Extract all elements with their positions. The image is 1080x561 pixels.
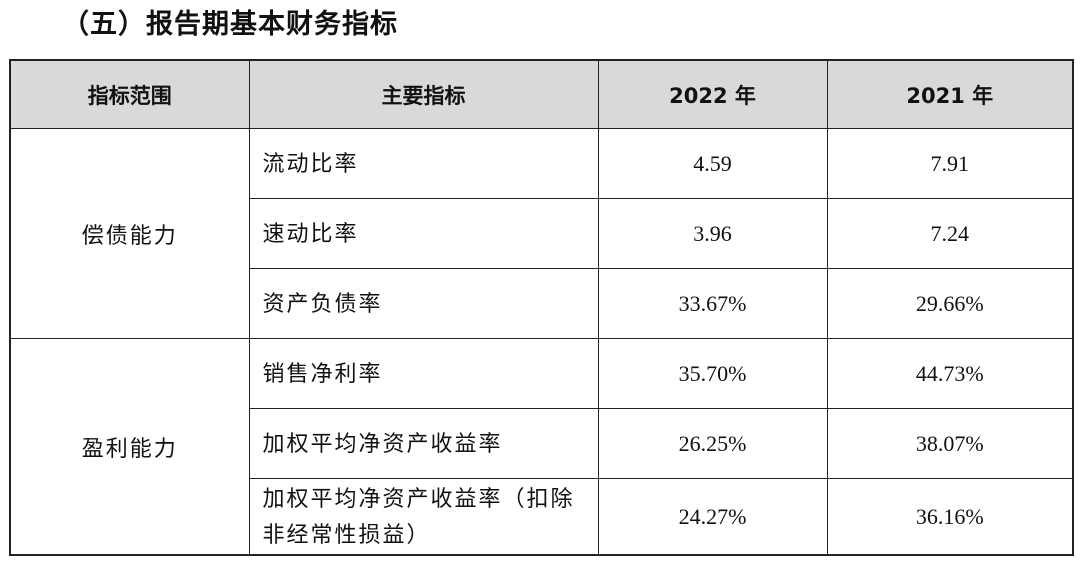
- value-cell: 35.70%: [597, 338, 828, 409]
- indicator-name: 速动比率: [262, 220, 359, 246]
- indicator-name: 销售净利率: [262, 360, 383, 386]
- header-row: 指标范围 主要指标 2022 年 2021 年: [9, 59, 1074, 129]
- table-row: 偿债能力 流动比率 4.59 7.91: [9, 128, 1074, 339]
- value-cell: 29.66%: [826, 268, 1074, 339]
- table-row: 速动比率 3.96 7.24: [10, 198, 1074, 269]
- indicator-cell: 流动比率: [248, 128, 599, 199]
- indicator-cell: 销售净利率: [248, 338, 599, 409]
- value-cell: 7.24: [826, 198, 1074, 269]
- indicator-name: 资产负债率: [262, 290, 383, 316]
- value-cell: 7.91: [826, 128, 1074, 199]
- indicator-name: 流动比率: [262, 150, 359, 176]
- financial-table: 指标范围 主要指标 2022 年 2021 年 偿债能力 流动比率 4.59 7.91 速动比…: [9, 59, 1074, 556]
- indicator-cell: 资产负债率: [248, 268, 599, 339]
- table-row: 加权平均净资产收益率 26.25% 38.07%: [10, 408, 1074, 479]
- header-cell: 指标范围: [9, 59, 250, 129]
- header-cell: 2022 年: [597, 59, 828, 129]
- value-cell: 38.07%: [826, 408, 1074, 479]
- section-title: （五）报告期基本财务指标: [62, 9, 398, 40]
- indicator-name: 加权平均净资产收益率: [262, 430, 503, 456]
- group-cell: 盈利能力: [9, 338, 250, 556]
- header-cell: 主要指标: [248, 59, 599, 129]
- indicator-cell: 加权平均净资产收益率（扣除非经常性损益）: [248, 478, 599, 556]
- value-cell: 26.25%: [597, 408, 828, 479]
- indicator-cell: 速动比率: [248, 198, 599, 269]
- group-cell: 偿债能力: [9, 128, 250, 339]
- indicator-cell: 加权平均净资产收益率: [248, 408, 599, 479]
- value-cell: 24.27%: [597, 478, 828, 556]
- value-cell: 4.59: [597, 128, 828, 199]
- table-body: 偿债能力 流动比率 4.59 7.91 速动比率 3.96 7.24 资产负债率 33.67% 2…: [9, 128, 1074, 556]
- table-row: 盈利能力 销售净利率 35.70% 44.73%: [9, 338, 1074, 556]
- value-cell: 33.67%: [597, 268, 828, 339]
- indicator-name: 加权平均净资产收益率（扣除非经常性损益）: [262, 485, 575, 547]
- value-cell: 44.73%: [826, 338, 1074, 409]
- value-cell: 36.16%: [826, 478, 1074, 556]
- table-row: 加权平均净资产收益率（扣除非经常性损益） 24.27% 36.16%: [10, 478, 1074, 556]
- header-cell: 2021 年: [826, 59, 1074, 129]
- value-cell: 3.96: [597, 198, 828, 269]
